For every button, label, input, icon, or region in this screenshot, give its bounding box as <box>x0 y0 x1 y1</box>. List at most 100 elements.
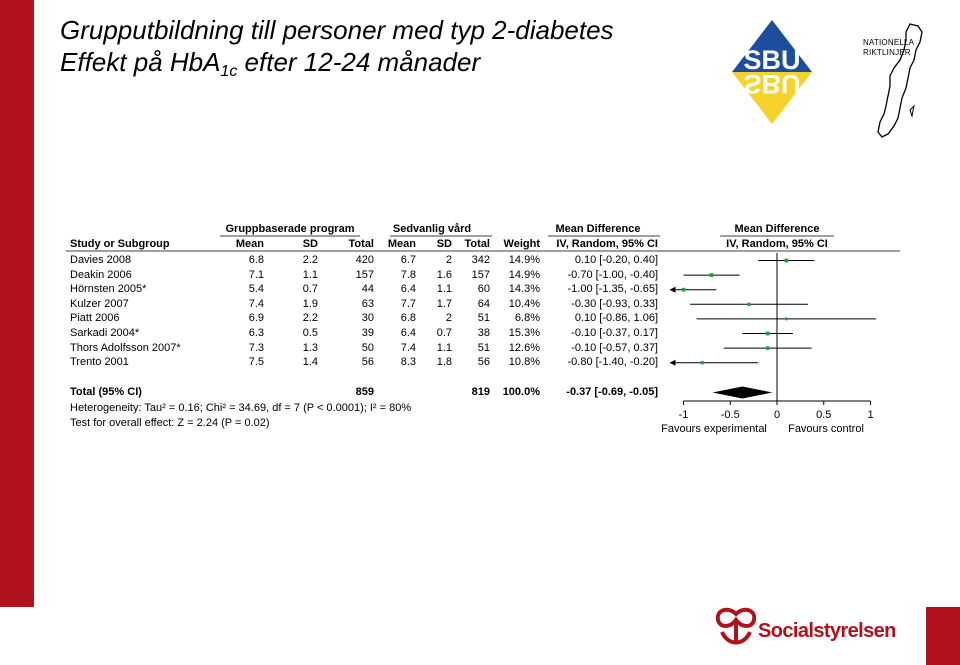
col-c-total: Total <box>464 238 490 250</box>
header-md-plot: Mean Difference <box>734 223 820 235</box>
col-study: Study or Subgroup <box>70 238 170 250</box>
c-total-cell: 51 <box>477 312 490 325</box>
weight-cell: 14.9% <box>508 254 540 266</box>
heterogeneity-text: Heterogeneity: Tau² = 0.16; Chi² = 34.69… <box>70 402 412 414</box>
e-sd-cell: 1.4 <box>302 356 318 369</box>
c-mean-cell: 6.7 <box>400 254 416 266</box>
weight-cell: 14.9% <box>508 268 540 281</box>
e-total-cell: 44 <box>361 283 374 296</box>
col-c-mean: Mean <box>387 238 416 250</box>
c-total-cell: 342 <box>471 254 490 266</box>
point-estimate <box>700 361 704 365</box>
c-mean-cell: 7.7 <box>400 297 416 310</box>
c-sd-cell: 1.7 <box>436 297 452 310</box>
e-total-cell: 157 <box>355 268 374 281</box>
nationella-riktlinjer-logo: NATIONELLA RIKTLINJER <box>860 22 936 140</box>
point-estimate <box>784 258 789 263</box>
e-sd-cell: 0.5 <box>302 327 318 339</box>
slide-title: Grupputbildning till personer med typ 2-… <box>60 14 614 88</box>
e-mean-cell: 7.1 <box>248 268 264 281</box>
total-md-ci: -0.37 [-0.69, -0.05] <box>566 386 658 398</box>
e-mean-cell: 7.3 <box>248 341 264 354</box>
c-total-cell: 157 <box>471 268 490 281</box>
col-weight: Weight <box>503 238 540 250</box>
md-ci-cell: 0.10 [-0.20, 0.40] <box>574 254 658 266</box>
socialstyrelsen-logo: Socialstyrelsen <box>714 606 904 650</box>
col-e-sd: SD <box>302 238 318 250</box>
socialstyrelsen-wordmark: Socialstyrelsen <box>758 620 896 642</box>
accent-bar-left <box>0 0 34 607</box>
weight-cell: 10.8% <box>508 356 540 369</box>
title-line-2: Effekt på HbA1c efter 12-24 månader <box>60 47 481 80</box>
e-sd-cell: 1.1 <box>302 268 318 281</box>
study-name: Hörnsten 2005* <box>70 283 147 296</box>
md-ci-cell: -0.10 [-0.57, 0.37] <box>571 341 658 354</box>
c-sd-cell: 1.1 <box>436 283 452 296</box>
ci-arrow-left <box>669 286 676 293</box>
e-total-cell: 30 <box>361 312 374 325</box>
weight-cell: 14.3% <box>508 283 540 296</box>
c-total-cell: 64 <box>477 297 490 310</box>
c-sd-cell: 1.8 <box>436 356 452 369</box>
point-estimate <box>784 317 788 321</box>
e-mean-cell: 6.9 <box>248 312 264 325</box>
sbu-logo-text: SBU <box>743 45 800 75</box>
e-mean-cell: 5.4 <box>248 283 264 296</box>
weight-cell: 15.3% <box>508 327 540 339</box>
c-total-cell: 56 <box>477 356 490 369</box>
x-tick-label: 0.5 <box>816 409 832 421</box>
header-control: Sedvanlig vård <box>392 223 472 235</box>
e-sd-cell: 1.9 <box>302 297 318 310</box>
point-estimate <box>681 287 686 292</box>
ci-arrow-left <box>669 359 676 366</box>
c-mean-cell: 8.3 <box>400 356 416 369</box>
c-mean-cell: 7.8 <box>400 268 416 281</box>
study-name: Trento 2001 <box>70 356 129 369</box>
e-sd-cell: 1.3 <box>302 341 318 354</box>
e-total-cell: 63 <box>361 297 374 310</box>
header-experimental: Gruppbaserade program <box>225 223 355 235</box>
c-sd-cell: 1.6 <box>436 268 452 281</box>
sbu-logo-mirror-text: SBU <box>743 69 800 99</box>
nr-line-2: RIKTLINJER <box>863 48 911 57</box>
weight-cell: 10.4% <box>508 297 540 310</box>
point-estimate <box>765 331 770 336</box>
total-weight: 100.0% <box>502 386 540 398</box>
study-name: Piatt 2006 <box>70 312 120 325</box>
title-line-2-suffix: efter 12-24 månader <box>237 47 481 77</box>
favours-experimental-label: Favours experimental <box>661 423 767 435</box>
e-mean-cell: 7.4 <box>248 297 264 310</box>
md-ci-cell: 0.10 [-0.86, 1.06] <box>574 312 658 325</box>
e-mean-cell: 6.8 <box>248 254 264 266</box>
study-name: Thors Adolfsson 2007* <box>70 341 181 354</box>
c-total-cell: 38 <box>477 327 490 339</box>
point-estimate <box>709 273 714 277</box>
md-ci-cell: -0.70 [-1.00, -0.40] <box>567 268 659 281</box>
total-c-total: 819 <box>471 386 490 398</box>
c-sd-cell: 1.1 <box>436 341 452 354</box>
c-total-cell: 51 <box>477 341 490 354</box>
title-subscript: 1c <box>220 63 238 80</box>
nationella-riktlinjer-text: NATIONELLA RIKTLINJER <box>863 38 914 58</box>
x-tick-label: -0.5 <box>720 409 740 421</box>
x-tick-label: 0 <box>773 409 781 421</box>
c-mean-cell: 6.8 <box>400 312 416 325</box>
col-plot: IV, Random, 95% CI <box>726 238 828 250</box>
e-sd-cell: 2.2 <box>302 312 318 325</box>
md-ci-cell: -0.10 [-0.37, 0.17] <box>571 327 658 339</box>
c-sd-cell: 0.7 <box>436 327 452 339</box>
c-mean-cell: 7.4 <box>400 341 416 354</box>
e-total-cell: 50 <box>361 341 374 354</box>
e-total-cell: 56 <box>361 356 374 369</box>
study-name: Davies 2008 <box>70 254 132 266</box>
point-estimate <box>765 346 770 350</box>
weight-cell: 6.8% <box>514 312 540 325</box>
e-sd-cell: 2.2 <box>302 254 318 266</box>
c-sd-cell: 2 <box>445 254 452 266</box>
weight-cell: 12.6% <box>508 341 540 354</box>
c-mean-cell: 6.4 <box>400 327 416 339</box>
md-ci-cell: -0.80 [-1.40, -0.20] <box>567 356 659 369</box>
x-tick-label: -1 <box>678 409 689 421</box>
e-total-cell: 420 <box>355 254 374 266</box>
